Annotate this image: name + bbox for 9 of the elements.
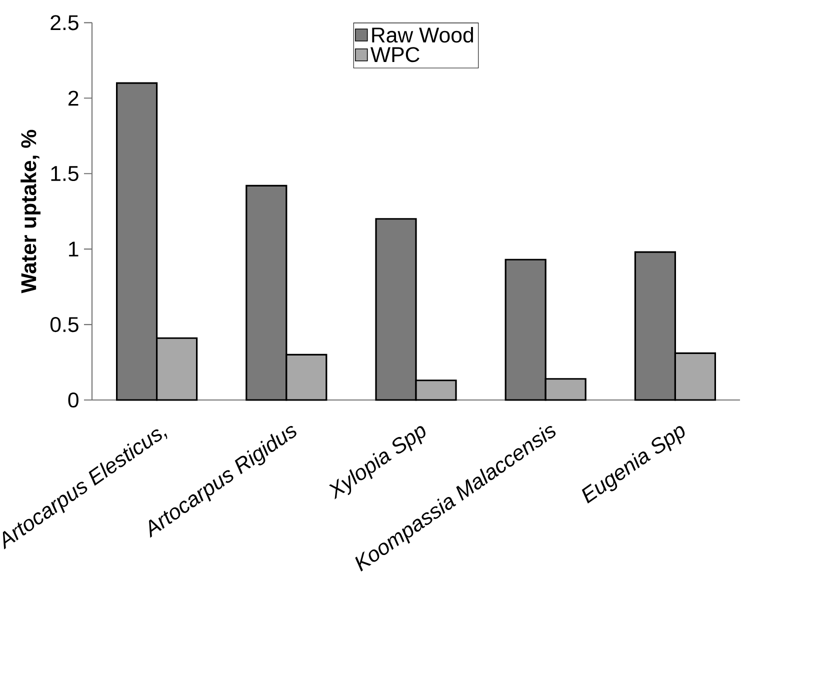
y-tick-label: 2.5 — [50, 15, 78, 30]
y-tick-label: 1 — [69, 242, 78, 256]
y-axis-title: Water uptake, % — [20, 130, 40, 294]
y-tick-label: 1.5 — [51, 166, 78, 182]
y-tick-label: 2 — [68, 90, 78, 106]
legend-label: WPC — [370, 47, 420, 62]
legend-label: Raw Wood — [372, 26, 473, 43]
y-tick-label: 0.5 — [50, 316, 78, 332]
y-tick-label: 0 — [68, 392, 78, 408]
